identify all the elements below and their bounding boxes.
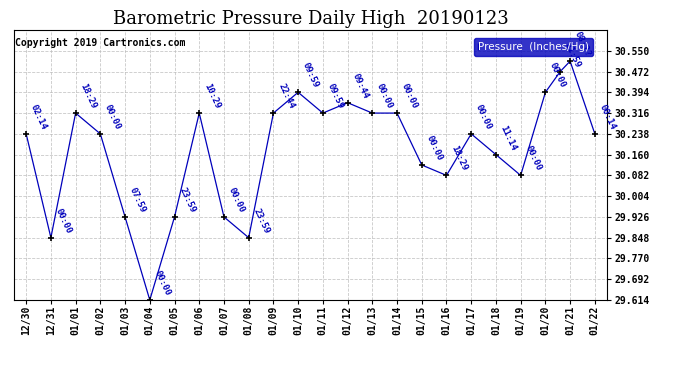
Text: 22:44: 22:44 [276,82,296,110]
Text: 00:00: 00:00 [548,62,568,90]
Text: 00:00: 00:00 [152,269,172,297]
Text: 10:29: 10:29 [202,82,221,110]
Text: 21:59: 21:59 [563,40,582,69]
Text: 00:00: 00:00 [474,103,493,131]
Text: 00:00: 00:00 [227,186,246,214]
Text: 08:??: 08:?? [573,30,593,58]
Text: 11:14: 11:14 [499,124,518,152]
Text: 02:14: 02:14 [29,103,48,131]
Text: 00:00: 00:00 [103,103,123,131]
Text: 23:59: 23:59 [251,207,271,235]
Text: 09:59: 09:59 [301,62,320,90]
Text: 07:59: 07:59 [128,186,148,214]
Text: 00:00: 00:00 [424,134,444,162]
Text: 00:00: 00:00 [524,144,543,172]
Text: 09:44: 09:44 [351,72,370,100]
Text: 00:00: 00:00 [400,82,420,110]
Legend: Pressure  (Inches/Hg): Pressure (Inches/Hg) [474,38,593,56]
Text: 09:59: 09:59 [326,82,345,110]
Text: Copyright 2019 Cartronics.com: Copyright 2019 Cartronics.com [15,38,186,48]
Text: 00:14: 00:14 [598,103,617,131]
Text: 18:29: 18:29 [449,144,469,172]
Text: 00:00: 00:00 [375,82,395,110]
Text: 23:59: 23:59 [177,186,197,214]
Title: Barometric Pressure Daily High  20190123: Barometric Pressure Daily High 20190123 [112,10,509,28]
Text: 18:29: 18:29 [79,82,98,110]
Text: 00:00: 00:00 [54,207,73,235]
